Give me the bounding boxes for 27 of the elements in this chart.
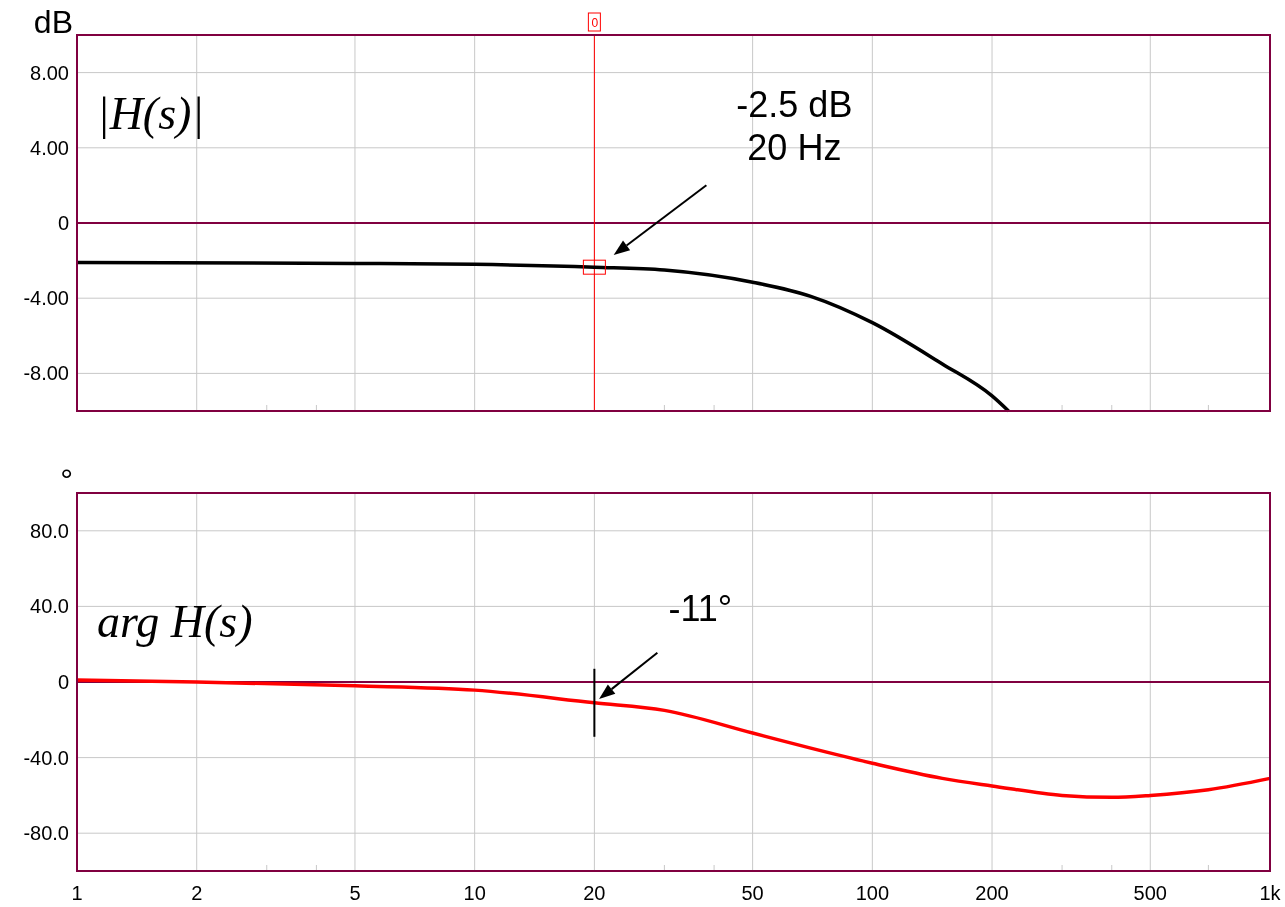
y-tick-label: -40.0 [23, 746, 69, 769]
y-axis-title: ° [60, 462, 73, 498]
y-axis-title: dB [33, 4, 73, 40]
x-tick-label: 50 [741, 882, 764, 904]
text: 0 [591, 16, 599, 30]
x-tick-label: 5 [349, 882, 361, 904]
y-tick-label: 4.00 [30, 136, 69, 159]
annotation: -11° [668, 587, 733, 629]
y-tick-label: 80.0 [30, 519, 69, 542]
x-tick-label: 10 [463, 882, 486, 904]
x-tick-label: 2 [191, 882, 203, 904]
x-tick-label: 20 [583, 882, 606, 904]
y-tick-label: -80.0 [23, 822, 69, 845]
y-tick-label: 0 [57, 212, 69, 234]
x-tick-label: 200 [975, 882, 1009, 904]
y-tick-label: 0 [57, 671, 69, 693]
x-tick-label: 100 [855, 882, 890, 904]
annotation: arg H(s) [97, 595, 253, 647]
annotation: |H(s)| [97, 88, 205, 139]
x-tick-label: 1k [1259, 882, 1282, 904]
x-tick-label: 1 [71, 882, 83, 904]
y-tick-label: 40.0 [30, 595, 69, 618]
y-tick-label: -4.00 [23, 287, 69, 310]
y-tick-label: 8.00 [30, 61, 69, 84]
annotation: -2.5 dB 20 Hz [736, 84, 853, 169]
y-tick-label: -8.00 [23, 362, 69, 385]
x-tick-label: 500 [1133, 882, 1167, 904]
